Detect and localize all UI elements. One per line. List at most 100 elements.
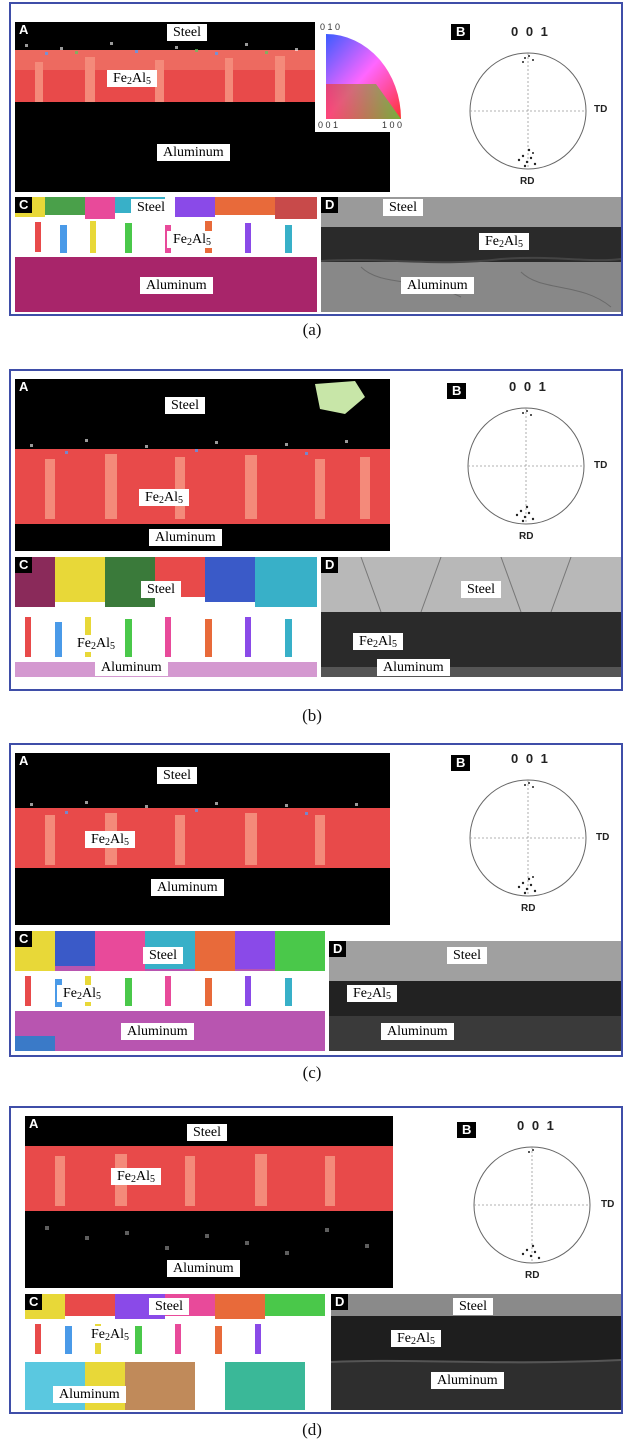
label-steel: Steel bbox=[461, 581, 501, 598]
label-steel: Steel bbox=[157, 767, 197, 784]
label-steel: Steel bbox=[453, 1298, 493, 1315]
label-aluminum: Aluminum bbox=[167, 1260, 240, 1277]
pole-figure bbox=[463, 773, 593, 903]
ebsd-orientation-map-a: A Steel Fe2Al5 Aluminum bbox=[15, 753, 390, 925]
ipf-triangle bbox=[326, 34, 401, 119]
ebsd-map-graphic bbox=[15, 801, 390, 868]
label-fe2al5: Fe2Al5 bbox=[347, 985, 397, 1002]
grain-map-c: C Steel Fe2Al5 Aluminum bbox=[15, 197, 317, 312]
ebsd-orientation-map-a: A Steel Fe2Al5 Aluminum bbox=[25, 1116, 393, 1288]
label-steel: Steel bbox=[149, 1298, 189, 1315]
ebsd-orientation-map-a: A Steel Fe2Al5 Aluminum bbox=[15, 379, 390, 551]
label-fe2al5: Fe2Al5 bbox=[353, 633, 403, 650]
subfigure-label-b: B bbox=[451, 24, 471, 40]
pole-label-001: 0 0 1 bbox=[511, 24, 550, 39]
label-fe2al5: Fe2Al5 bbox=[57, 985, 107, 1002]
subfigure-label-a: A bbox=[15, 379, 33, 395]
subfigure-label-a: A bbox=[15, 753, 33, 769]
pole-label-td: TD bbox=[594, 460, 608, 471]
pole-label-rd: RD bbox=[520, 176, 535, 187]
pole-label-td: TD bbox=[601, 1199, 615, 1210]
figure-panel-a: A Steel Fe2Al5 Aluminum 0 1 0 0 0 1 1 bbox=[9, 2, 623, 316]
subfigure-label-c: C bbox=[15, 931, 33, 947]
label-steel: Steel bbox=[131, 199, 171, 216]
caption-d: (d) bbox=[302, 1420, 322, 1439]
subfigure-label-c: C bbox=[25, 1294, 43, 1310]
sem-image-d: D Steel Fe2Al5 Aluminum bbox=[321, 557, 621, 677]
label-fe2al5: Fe2Al5 bbox=[139, 489, 189, 506]
label-fe2al5: Fe2Al5 bbox=[167, 231, 217, 248]
figure-panel-c: A Steel Fe2Al5 Aluminum B 0 0 1 TD RD C … bbox=[9, 743, 623, 1057]
label-aluminum: Aluminum bbox=[431, 1372, 504, 1389]
ipf-label-010: 0 1 0 bbox=[320, 22, 341, 32]
pole-figure-graphic bbox=[467, 407, 585, 525]
pole-figure bbox=[467, 1140, 597, 1270]
label-steel: Steel bbox=[187, 1124, 227, 1141]
caption-a: (a) bbox=[302, 320, 322, 339]
subfigure-label-d: D bbox=[331, 1294, 349, 1310]
pole-label-rd: RD bbox=[519, 531, 534, 542]
label-steel: Steel bbox=[141, 581, 181, 598]
pole-label-td: TD bbox=[594, 104, 608, 115]
label-aluminum: Aluminum bbox=[121, 1023, 194, 1040]
pole-figure-graphic bbox=[469, 779, 587, 897]
ipf-color-key: 0 1 0 0 0 1 1 0 0 bbox=[316, 22, 406, 130]
pole-figure-graphic bbox=[473, 1146, 591, 1264]
pole-label-rd: RD bbox=[525, 1270, 540, 1281]
label-fe2al5: Fe2Al5 bbox=[85, 831, 135, 848]
label-steel: Steel bbox=[165, 397, 205, 414]
sem-graphic bbox=[321, 197, 621, 312]
pole-label-001: 0 0 1 bbox=[509, 379, 548, 394]
pole-label-001: 0 0 1 bbox=[517, 1118, 556, 1133]
label-fe2al5: Fe2Al5 bbox=[71, 635, 121, 652]
label-fe2al5: Fe2Al5 bbox=[479, 233, 529, 250]
pole-label-rd: RD bbox=[521, 903, 536, 914]
subfigure-label-b: B bbox=[447, 383, 467, 399]
label-aluminum: Aluminum bbox=[149, 529, 222, 546]
subfigure-label-a: A bbox=[25, 1116, 43, 1132]
caption-b: (b) bbox=[302, 706, 322, 725]
label-fe2al5: Fe2Al5 bbox=[111, 1168, 161, 1185]
pole-label-001: 0 0 1 bbox=[511, 751, 550, 766]
subfigure-label-d: D bbox=[321, 197, 339, 213]
label-fe2al5: Fe2Al5 bbox=[107, 70, 157, 87]
sem-image-d: D Steel Fe2Al5 Aluminum bbox=[331, 1294, 621, 1410]
label-aluminum: Aluminum bbox=[140, 277, 213, 294]
label-aluminum: Aluminum bbox=[53, 1386, 126, 1403]
sem-image-d: D Steel Fe2Al5 Aluminum bbox=[321, 197, 621, 312]
pole-figure bbox=[463, 46, 593, 176]
ebsd-map-graphic bbox=[15, 381, 390, 551]
subfigure-label-c: C bbox=[15, 197, 33, 213]
label-steel: Steel bbox=[383, 199, 423, 216]
subfigure-label-b: B bbox=[457, 1122, 477, 1138]
label-aluminum: Aluminum bbox=[401, 277, 474, 294]
label-steel: Steel bbox=[167, 24, 207, 41]
ipf-label-100: 1 0 0 bbox=[382, 120, 403, 130]
label-steel: Steel bbox=[143, 947, 183, 964]
label-steel: Steel bbox=[447, 947, 487, 964]
subfigure-label-b: B bbox=[451, 755, 471, 771]
sem-graphic bbox=[321, 557, 621, 677]
label-aluminum: Aluminum bbox=[377, 659, 450, 676]
label-aluminum: Aluminum bbox=[95, 659, 168, 676]
label-aluminum: Aluminum bbox=[157, 144, 230, 161]
subfigure-label-d: D bbox=[329, 941, 347, 957]
label-aluminum: Aluminum bbox=[381, 1023, 454, 1040]
grain-map-c: C Steel Fe2Al5 Aluminum bbox=[15, 931, 325, 1051]
pole-figure bbox=[461, 401, 591, 531]
sem-image-d: D Steel Fe2Al5 Aluminum bbox=[329, 941, 621, 1051]
grain-map-c: C Steel Fe2Al5 Aluminum bbox=[15, 557, 317, 677]
caption-c: (c) bbox=[302, 1063, 322, 1082]
label-fe2al5: Fe2Al5 bbox=[391, 1330, 441, 1347]
subfigure-label-c: C bbox=[15, 557, 33, 573]
pole-figure-graphic bbox=[469, 52, 587, 170]
grain-map-c: C Steel Fe2Al5 Aluminum bbox=[25, 1294, 325, 1410]
label-fe2al5: Fe2Al5 bbox=[85, 1326, 135, 1343]
subfigure-label-a: A bbox=[15, 22, 33, 38]
figure-panel-b: A Steel Fe2Al5 Aluminum B 0 0 1 TD RD C … bbox=[9, 369, 623, 691]
figure-panel-d: A Steel Fe2Al5 Aluminum B 0 0 1 TD RD C … bbox=[9, 1106, 623, 1414]
pole-label-td: TD bbox=[596, 832, 610, 843]
subfigure-label-d: D bbox=[321, 557, 339, 573]
ipf-label-001: 0 0 1 bbox=[318, 120, 339, 130]
label-aluminum: Aluminum bbox=[151, 879, 224, 896]
